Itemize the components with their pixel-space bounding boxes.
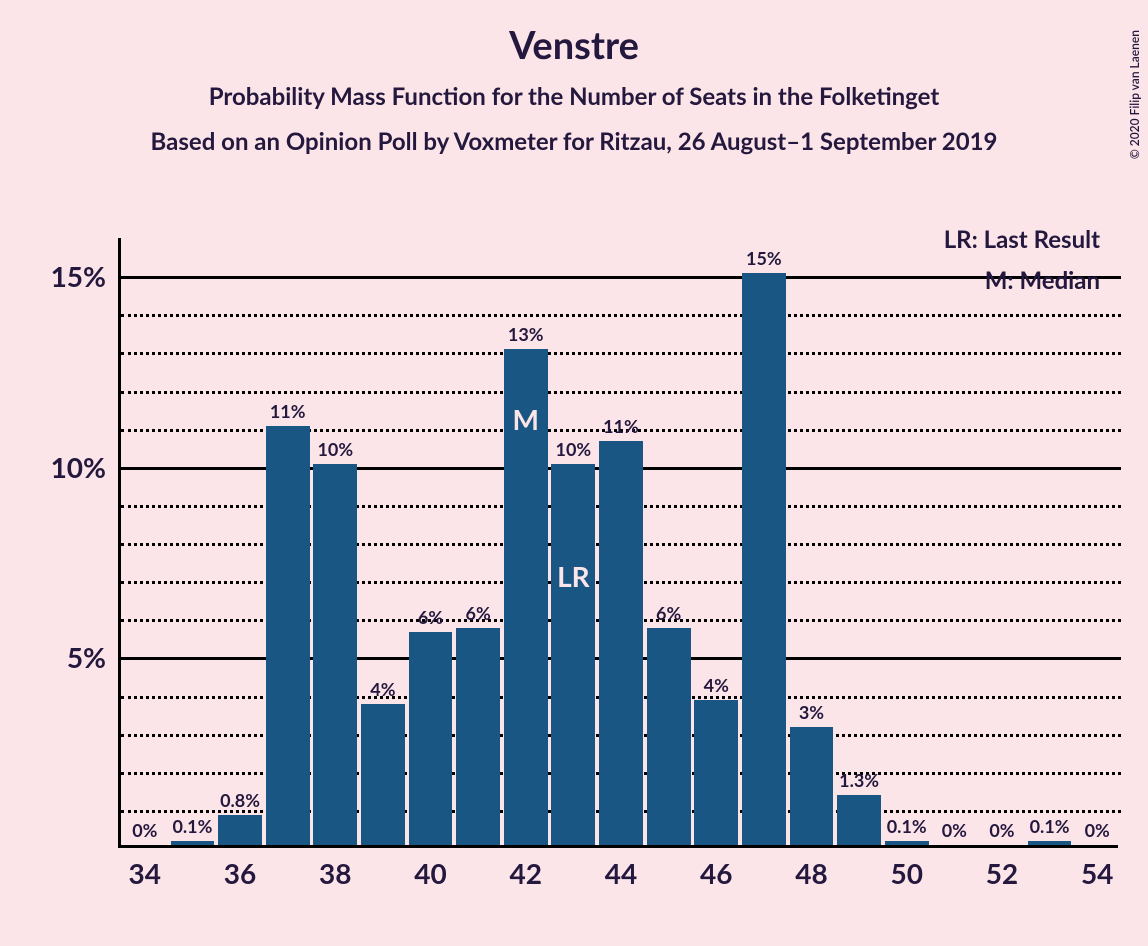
x-axis-tick-label: 38 <box>319 856 351 890</box>
bar-value-label: 0.1% <box>887 815 927 837</box>
gridline-minor <box>121 391 1121 394</box>
x-axis-tick-label: 46 <box>700 856 732 890</box>
bar <box>790 727 834 845</box>
chart-subtitle-2: Based on an Opinion Poll by Voxmeter for… <box>0 127 1148 156</box>
y-axis-tick-label: 10% <box>51 450 106 484</box>
bar-value-label: 0% <box>1085 819 1110 841</box>
bar <box>647 628 691 845</box>
bar-inner-label: LR <box>557 559 590 593</box>
copyright-text: © 2020 Filip van Laenen <box>1127 30 1142 159</box>
chart-subtitle-1: Probability Mass Function for the Number… <box>0 82 1148 111</box>
bar <box>361 704 405 845</box>
bar-value-label: 15% <box>746 247 782 269</box>
bar-value-label: 13% <box>508 323 544 345</box>
legend-m: M: Median <box>944 261 1100 302</box>
bar-value-label: 0% <box>132 819 157 841</box>
bar-value-label: 6% <box>656 602 681 624</box>
x-axis-tick-label: 34 <box>129 856 161 890</box>
bar-value-label: 4% <box>370 678 395 700</box>
x-axis-tick-label: 50 <box>890 856 922 890</box>
x-axis-tick-label: 36 <box>224 856 256 890</box>
bar <box>694 700 738 845</box>
bar <box>837 795 881 845</box>
x-axis-tick-label: 48 <box>795 856 827 890</box>
bar-value-label: 6% <box>418 606 443 628</box>
gridline-minor <box>121 352 1121 355</box>
bar-value-label: 0.1% <box>1030 815 1070 837</box>
bar <box>1028 841 1072 845</box>
bar <box>313 464 357 845</box>
bar-inner-label: M <box>513 402 539 436</box>
bar-chart: 5%10%15%34363840424446485052540%0.1%0.8%… <box>118 238 1118 848</box>
bar <box>456 628 500 845</box>
chart-legend: LR: Last Result M: Median <box>944 220 1100 302</box>
legend-lr: LR: Last Result <box>944 220 1100 261</box>
bar <box>599 441 643 845</box>
x-axis-tick-label: 44 <box>605 856 637 890</box>
bar-value-label: 1.3% <box>839 769 879 791</box>
bar-value-label: 11% <box>603 415 639 437</box>
bar-value-label: 10% <box>317 438 353 460</box>
y-axis-tick-label: 5% <box>67 640 106 674</box>
bar <box>551 464 595 845</box>
x-axis-tick-label: 52 <box>986 856 1018 890</box>
bar <box>885 841 929 845</box>
plot-area: 5%10%15%34363840424446485052540%0.1%0.8%… <box>118 238 1118 848</box>
x-axis-tick-label: 40 <box>414 856 446 890</box>
bar-value-label: 0% <box>942 819 967 841</box>
bar <box>218 815 262 846</box>
bar-value-label: 4% <box>704 674 729 696</box>
bar <box>409 632 453 846</box>
bar-value-label: 0.1% <box>172 815 212 837</box>
y-axis-tick-label: 15% <box>51 259 106 293</box>
x-axis-tick-label: 42 <box>510 856 542 890</box>
bar <box>742 273 786 845</box>
bar-value-label: 6% <box>466 602 491 624</box>
bar <box>266 426 310 845</box>
bar-value-label: 11% <box>270 400 306 422</box>
gridline-minor <box>121 314 1121 317</box>
bar-value-label: 10% <box>556 438 592 460</box>
chart-title: Venstre <box>0 22 1148 68</box>
bar-value-label: 3% <box>799 701 824 723</box>
bar-value-label: 0% <box>989 819 1014 841</box>
x-axis-tick-label: 54 <box>1081 856 1113 890</box>
bar <box>171 841 215 845</box>
bar-value-label: 0.8% <box>220 789 260 811</box>
